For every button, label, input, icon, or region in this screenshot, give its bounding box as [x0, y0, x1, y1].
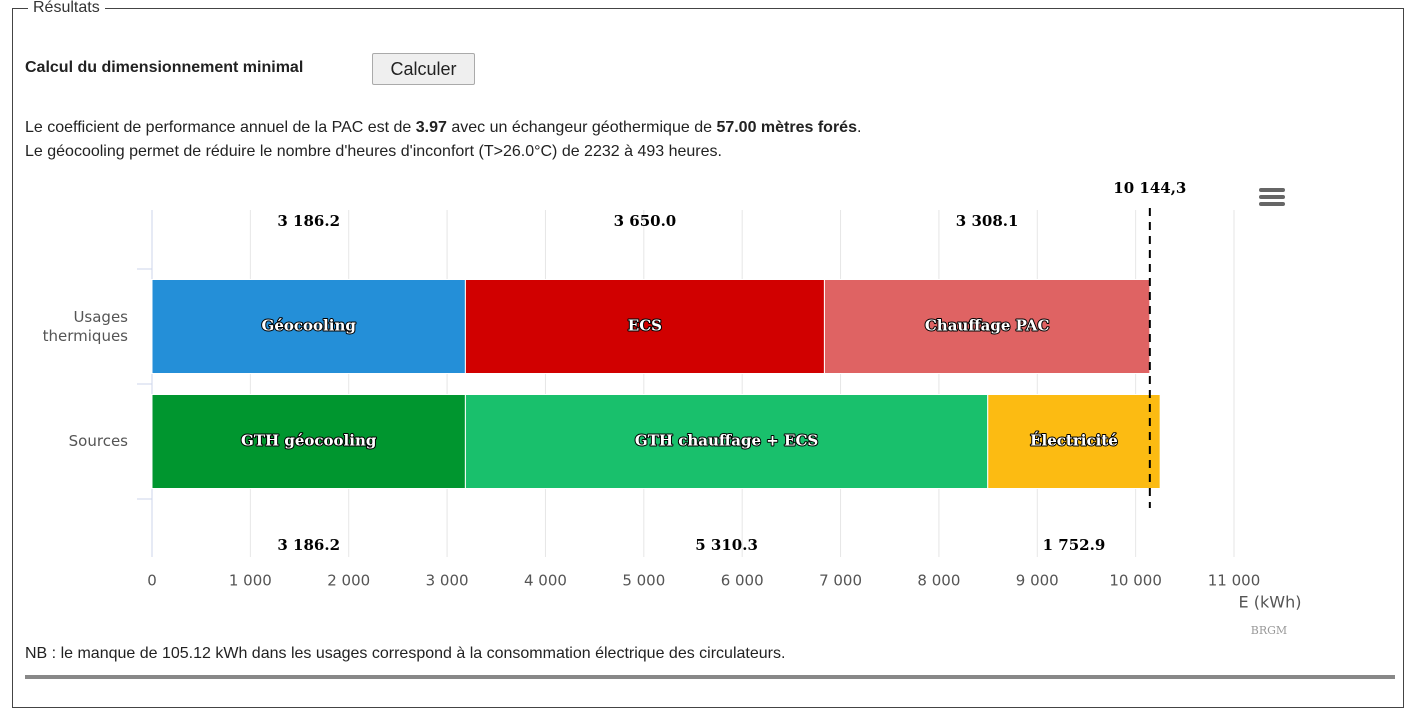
x-axis-title: E (kWh): [1239, 593, 1302, 612]
menu-bar: [1259, 188, 1285, 192]
bar-segment: [151, 394, 466, 489]
segment-label: GTH chauffage + ECS: [635, 432, 818, 450]
plot-line-label: 10 144,3: [1113, 179, 1186, 197]
x-tick-label: 2 000: [327, 572, 370, 590]
value-label: 3 186.2: [277, 212, 340, 230]
separator: [25, 675, 1395, 679]
x-tick-label: 10 000: [1109, 572, 1162, 590]
credits: BRGM: [1251, 624, 1287, 637]
x-tick-label: 8 000: [917, 572, 960, 590]
heading: Calcul du dimensionnement minimal: [25, 59, 304, 76]
bar-segment: [987, 394, 1161, 489]
summary: Le coefficient de performance annuel de …: [25, 119, 861, 137]
menu-icon[interactable]: [1259, 188, 1285, 206]
x-tick-label: 3 000: [426, 572, 469, 590]
value-label: 5 310.3: [695, 536, 758, 554]
bar-segment: [823, 279, 1151, 374]
y-tick-label: Sources: [68, 432, 128, 450]
text: avec un échangeur géothermique de: [446, 119, 717, 136]
value-label: 3 186.2: [277, 536, 340, 554]
text: Le coefficient de performance annuel de …: [25, 119, 416, 136]
value-label: 3 308.1: [956, 212, 1019, 230]
chart: E (kWh) BRGM 0 1 000 2 000 3 000 4 000 5 000 6…: [137, 179, 1302, 637]
y-tick-label: Usages thermiques: [42, 307, 128, 345]
segment-label: Électricité: [1030, 432, 1118, 450]
segment-label: GTH géocooling: [241, 432, 377, 450]
x-tick-label: 0: [147, 572, 157, 590]
bar-segment: [151, 279, 466, 374]
comfort-text: Le géocooling permet de réduire le nombr…: [25, 143, 722, 160]
x-tick-label: 11 000: [1208, 572, 1261, 590]
page: Résultats Calcul du dimensionnement mini…: [12, 0, 1404, 708]
segment-label: Géocooling: [262, 317, 357, 335]
value-label: 1 752.9: [1043, 536, 1106, 554]
bar-segment: [464, 279, 825, 374]
x-tick-label: 1 000: [229, 572, 272, 590]
menu-bar: [1259, 195, 1285, 199]
x-tick-label: 6 000: [721, 572, 764, 590]
note: NB : le manque de 105.12 kWh dans les us…: [25, 645, 786, 662]
segment-label: ECS: [628, 317, 662, 335]
segment-label: Chauffage PAC: [925, 317, 1050, 335]
text: .: [856, 119, 862, 136]
length-value: 57.00 mètres forés: [716, 119, 857, 136]
cop-value: 3.97: [415, 119, 447, 136]
x-tick-label: 9 000: [1016, 572, 1059, 590]
fieldset-legend: Résultats: [28, 0, 105, 16]
x-tick-label: 7 000: [819, 572, 862, 590]
bar-segment: [464, 394, 989, 489]
calculate-button[interactable]: Calculer: [372, 53, 475, 85]
x-tick-label: 5 000: [622, 572, 665, 590]
menu-bar: [1259, 202, 1285, 206]
value-label: 3 650.0: [614, 212, 677, 230]
x-tick-label: 4 000: [524, 572, 567, 590]
